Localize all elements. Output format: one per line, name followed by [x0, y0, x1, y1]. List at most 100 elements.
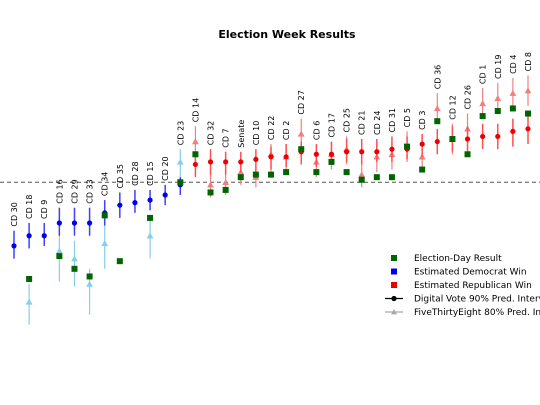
- fte-point: [524, 87, 532, 94]
- district-group: CD 10: [252, 121, 261, 188]
- digital-vote-point: [223, 159, 229, 165]
- district-group: CD 34: [101, 172, 110, 269]
- fte-point: [433, 105, 441, 112]
- district-group: CD 7: [222, 128, 231, 195]
- district-label: CD 34: [101, 172, 110, 196]
- digital-vote-point: [117, 202, 123, 208]
- fte-point: [25, 298, 33, 305]
- district-label: CD 4: [509, 55, 518, 74]
- fte-point: [509, 89, 517, 96]
- election-day-result: [419, 166, 426, 173]
- digital-vote-point: [147, 197, 153, 203]
- district-label: Senate: [237, 120, 246, 148]
- chart-title: Election Week Results: [218, 28, 356, 41]
- election-day-result: [237, 174, 244, 181]
- digital-vote-point: [41, 233, 47, 239]
- district-label: CD 6: [312, 121, 321, 140]
- district-label: CD 28: [131, 161, 140, 185]
- district-group: Senate: [237, 120, 246, 185]
- district-label: CD 14: [191, 98, 200, 122]
- district-group: CD 29: [70, 179, 79, 287]
- digital-vote-point: [313, 151, 319, 157]
- legend-entry: Digital Vote 90% Pred. Interval: [385, 295, 540, 305]
- digital-vote-point: [389, 146, 395, 152]
- election-day-result: [298, 146, 305, 153]
- election-day-result: [116, 258, 123, 265]
- district-label: CD 32: [207, 121, 216, 145]
- district-group: CD 32: [207, 121, 216, 198]
- district-group: CD 24: [373, 111, 382, 181]
- district-label: CD 36: [433, 65, 442, 89]
- digital-vote-point: [525, 126, 531, 132]
- legend-dot: [391, 295, 397, 302]
- election-day-result: [222, 186, 229, 193]
- district-group: CD 28: [131, 161, 140, 213]
- fte-point: [86, 280, 93, 287]
- election-day-result: [101, 212, 108, 219]
- district-group: CD 25: [343, 108, 352, 176]
- election-day-result: [358, 176, 365, 183]
- district-group: CD 15: [146, 161, 155, 259]
- district-group: CD 2: [282, 121, 291, 176]
- district-group: CD 20: [161, 156, 170, 206]
- digital-vote-point: [495, 133, 501, 140]
- digital-vote-point: [283, 154, 289, 160]
- election-day-result: [283, 169, 290, 176]
- digital-vote-point: [253, 156, 259, 162]
- chart-legend: Election-Day Result Estimated Democrat Wi…: [385, 254, 540, 318]
- fte-point: [358, 171, 366, 178]
- district-label: CD 8: [524, 52, 533, 71]
- election-day-result: [464, 151, 471, 158]
- election-day-result: [449, 136, 456, 142]
- election-day-result: [147, 214, 154, 221]
- district-label: CD 18: [25, 195, 34, 219]
- digital-vote-point: [268, 154, 274, 160]
- digital-vote-point: [419, 141, 425, 147]
- digital-vote-point: [328, 151, 335, 157]
- district-label: CD 23: [176, 121, 185, 145]
- district-label: CD 10: [252, 121, 261, 145]
- district-label: CD 12: [448, 95, 457, 119]
- election-day-result: [373, 174, 380, 181]
- fte-point: [55, 247, 63, 254]
- legend-swatch: [391, 282, 397, 288]
- legend-triangle: [391, 309, 397, 315]
- fte-point: [222, 178, 230, 185]
- digital-vote-point: [374, 149, 380, 155]
- district-group: CD 1: [479, 65, 488, 150]
- district-label: CD 16: [55, 179, 64, 203]
- district-label: CD 9: [40, 200, 49, 219]
- election-day-result: [26, 276, 33, 282]
- election-day-result: [328, 158, 335, 165]
- district-label: CD 35: [116, 164, 125, 188]
- digital-vote-point: [343, 149, 350, 155]
- district-group: CD 14: [191, 98, 200, 178]
- district-label: CD 5: [403, 108, 412, 127]
- digital-vote-point: [132, 200, 138, 206]
- election-day-result: [404, 143, 411, 150]
- district-label: CD 22: [267, 116, 276, 140]
- legend-label: Estimated Democrat Win: [414, 268, 527, 278]
- legend-entry: FiveThirtyEight 80% Pred. Interval: [385, 308, 540, 318]
- election-day-result: [494, 108, 501, 114]
- fte-point: [146, 232, 154, 239]
- district-group: CD 8: [524, 52, 533, 145]
- district-group: CD 4: [509, 55, 518, 147]
- digital-vote-point: [359, 149, 365, 155]
- digital-vote-point: [480, 133, 486, 140]
- election-day-result: [509, 105, 516, 112]
- district-label: CD 29: [70, 179, 79, 203]
- legend-label: Election-Day Result: [414, 254, 502, 264]
- digital-vote-point: [56, 220, 62, 226]
- digital-vote-point: [464, 136, 471, 142]
- district-group: CD 9: [40, 200, 49, 246]
- election-day-result: [268, 171, 274, 178]
- district-group: CD 26: [464, 85, 473, 158]
- fte-point: [479, 99, 487, 107]
- fte-point: [297, 130, 305, 137]
- digital-vote-point: [207, 159, 214, 165]
- district-label: CD 24: [373, 111, 382, 135]
- district-group: CD 23: [176, 121, 185, 195]
- fte-point: [101, 239, 109, 247]
